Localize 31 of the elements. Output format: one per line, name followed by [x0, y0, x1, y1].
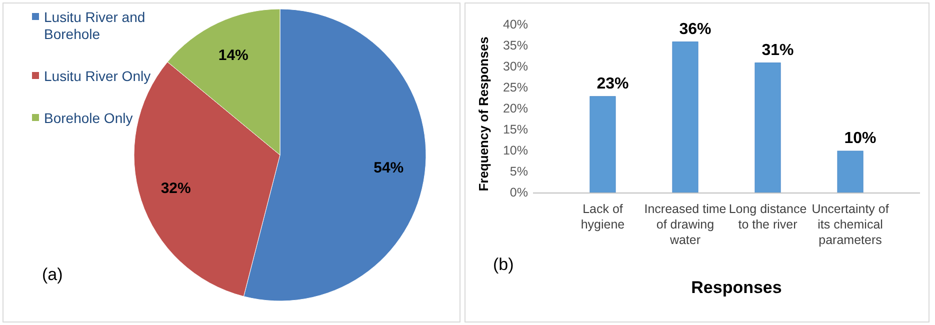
y-tick-label: 25% [502, 80, 528, 94]
y-tick-label: 35% [502, 38, 528, 52]
text: (b) [493, 255, 514, 274]
y-axis-title: Frequency of Responses [476, 36, 491, 192]
y-tick-label: 5% [510, 164, 528, 178]
bar [837, 150, 864, 194]
bar [590, 96, 616, 194]
bar [754, 62, 781, 194]
data-label: 10% [844, 130, 876, 147]
y-tick-label: 30% [502, 59, 528, 74]
data-label: 23% [596, 75, 629, 92]
legend-label: Lusitu River Only [44, 68, 151, 84]
y-tick-label: 20% [502, 101, 528, 116]
x-tick-label: Lack of hygiene [580, 202, 625, 232]
x-tick-label: Uncertainty of its chemical parameters [812, 202, 890, 247]
x-tick-label: Increased time of drawing water [644, 202, 726, 247]
legend-label: Borehole Only [44, 110, 133, 126]
data-label: 14% [218, 46, 248, 64]
text: (a) [42, 265, 63, 284]
y-tick-label: 10% [502, 143, 528, 158]
y-tick-label: 40% [502, 17, 528, 32]
x-axis-title: Responses [691, 278, 782, 297]
data-label: 32% [160, 180, 191, 197]
legend-label: Lusitu River and Borehole [44, 9, 146, 42]
data-label: 31% [762, 42, 794, 59]
bar [672, 42, 698, 194]
y-tick-label: 15% [502, 122, 528, 136]
y-tick-label: 0% [510, 185, 528, 200]
data-label: 36% [679, 20, 712, 38]
data-label: 54% [374, 160, 404, 177]
x-tick-label: Long distance to the river [728, 202, 807, 232]
